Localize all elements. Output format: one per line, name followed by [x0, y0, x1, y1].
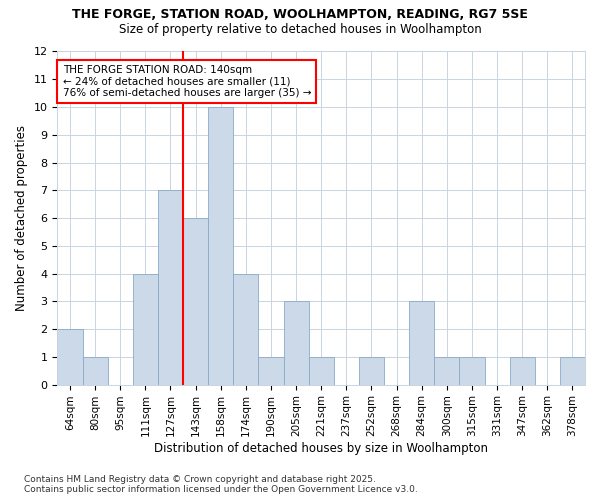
Bar — [460, 357, 485, 384]
Text: Contains HM Land Registry data © Crown copyright and database right 2025.
Contai: Contains HM Land Registry data © Crown c… — [24, 474, 418, 494]
Text: THE FORGE, STATION ROAD, WOOLHAMPTON, READING, RG7 5SE: THE FORGE, STATION ROAD, WOOLHAMPTON, RE… — [72, 8, 528, 20]
Bar — [434, 357, 460, 384]
Bar — [509, 357, 535, 384]
Bar — [208, 107, 233, 384]
Bar — [308, 357, 334, 384]
Text: THE FORGE STATION ROAD: 140sqm
← 24% of detached houses are smaller (11)
76% of : THE FORGE STATION ROAD: 140sqm ← 24% of … — [62, 65, 311, 98]
Bar — [359, 357, 384, 384]
X-axis label: Distribution of detached houses by size in Woolhampton: Distribution of detached houses by size … — [154, 442, 488, 455]
Bar — [58, 329, 83, 384]
Y-axis label: Number of detached properties: Number of detached properties — [15, 125, 28, 311]
Bar — [158, 190, 183, 384]
Bar — [560, 357, 585, 384]
Bar — [409, 302, 434, 384]
Bar — [284, 302, 308, 384]
Bar — [233, 274, 259, 384]
Bar — [183, 218, 208, 384]
Bar — [83, 357, 107, 384]
Bar — [133, 274, 158, 384]
Text: Size of property relative to detached houses in Woolhampton: Size of property relative to detached ho… — [119, 22, 481, 36]
Bar — [259, 357, 284, 384]
